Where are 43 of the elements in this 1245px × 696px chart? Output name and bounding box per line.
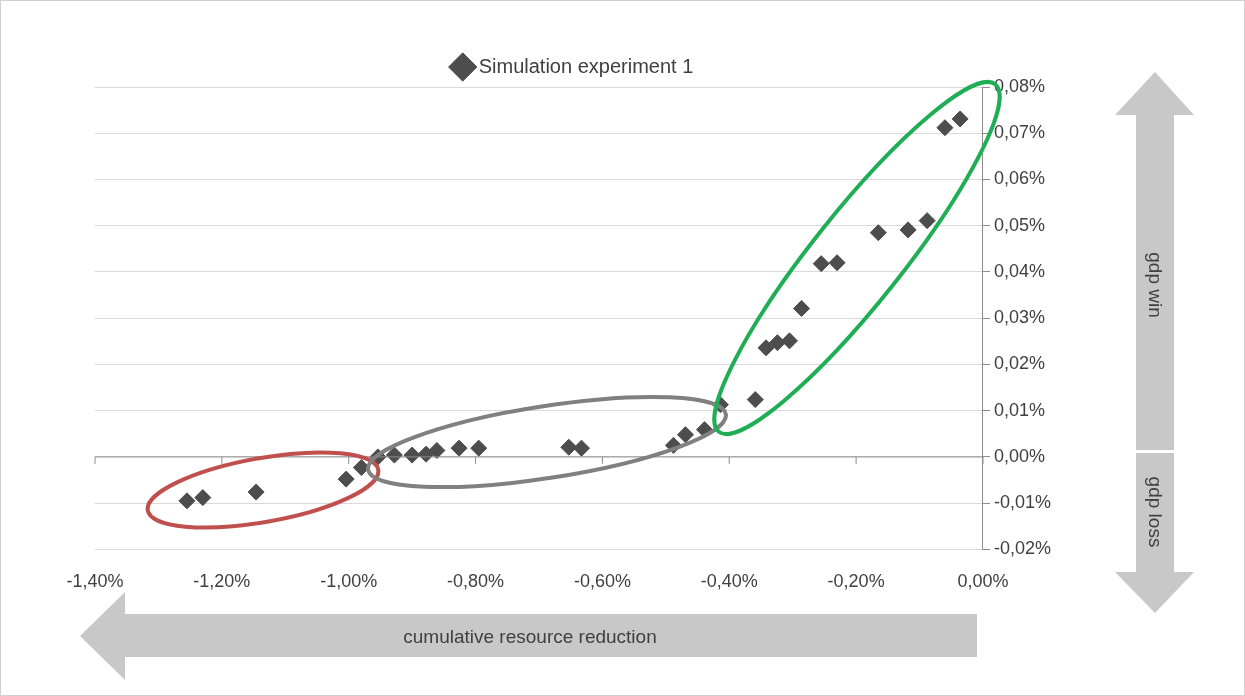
x-tick-label: -1,20% — [193, 571, 251, 592]
point — [746, 391, 764, 409]
point — [470, 439, 488, 457]
point — [812, 255, 830, 273]
point — [951, 110, 969, 128]
y-tick-label: 0,00% — [993, 445, 1046, 466]
point — [757, 339, 775, 357]
y-tick-label: 0,03% — [993, 307, 1046, 328]
y-tick-label: 0,07% — [993, 122, 1046, 143]
point — [450, 439, 468, 457]
point — [828, 254, 846, 272]
point — [677, 426, 694, 444]
point — [869, 224, 887, 242]
point — [194, 489, 212, 507]
point — [178, 492, 196, 510]
x-axis-title: cumulative resource reduction — [403, 625, 657, 647]
y-tick-label: 0,04% — [993, 260, 1046, 281]
legend-label: Simulation experiment 1 — [478, 54, 694, 77]
y-tick-label: 0,06% — [993, 168, 1046, 189]
x-tick-label: -0,60% — [573, 571, 631, 592]
point — [781, 332, 799, 350]
x-tick-label: -0,40% — [700, 571, 758, 592]
y-tick-label: 0,05% — [993, 214, 1046, 235]
point — [899, 221, 917, 239]
point — [247, 483, 265, 501]
x-tick-label: -1,40% — [66, 571, 124, 592]
point — [793, 299, 811, 317]
text: gdp win — [1144, 252, 1166, 318]
point — [918, 212, 936, 230]
x-tick-label: -1,00% — [320, 571, 378, 592]
point — [560, 438, 578, 456]
x-tick-label: -0,80% — [447, 571, 505, 592]
y-tick-label: -0,02% — [993, 538, 1052, 559]
point — [337, 470, 355, 488]
point — [768, 334, 786, 352]
point — [936, 119, 954, 137]
point — [428, 441, 446, 459]
y-tick-label: 0,01% — [993, 399, 1046, 420]
x-tick-label: -0,20% — [827, 571, 885, 592]
y-tick-label: -0,01% — [993, 492, 1052, 513]
text: gdp loss — [1144, 476, 1166, 548]
x-tick-label: 0,00% — [957, 571, 1009, 592]
y-tick-label: 0,02% — [993, 353, 1046, 374]
